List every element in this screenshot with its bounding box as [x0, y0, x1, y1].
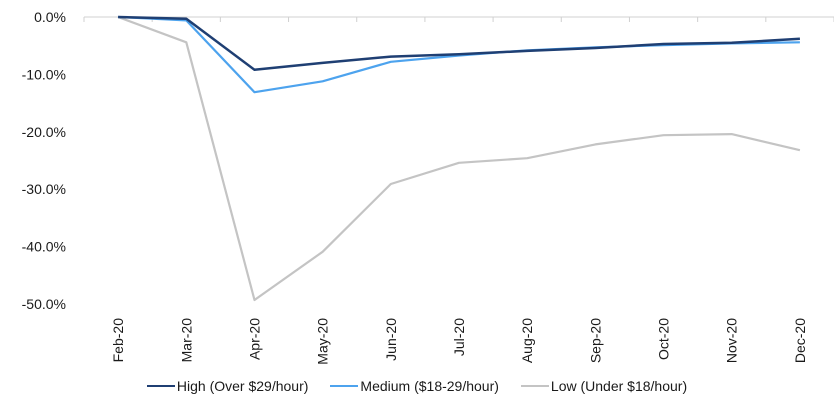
- x-tick-label: Aug-20: [519, 318, 535, 363]
- x-tick-label: Apr-20: [246, 318, 262, 360]
- x-tick-label: Dec-20: [792, 318, 808, 363]
- legend-item-high: High (Over $29/hour): [147, 378, 309, 394]
- x-tick-label: Oct-20: [656, 318, 672, 360]
- y-tick-label: -50.0%: [22, 296, 66, 312]
- x-tick-label: Nov-20: [724, 318, 740, 363]
- legend-item-low: Low (Under $18/hour): [521, 378, 687, 394]
- legend-label-low: Low (Under $18/hour): [551, 378, 687, 394]
- legend-label-high: High (Over $29/hour): [177, 378, 309, 394]
- legend-item-medium: Medium ($18-29/hour): [330, 378, 499, 394]
- legend-label-medium: Medium ($18-29/hour): [360, 378, 499, 394]
- y-tick-label: 0.0%: [34, 9, 66, 25]
- y-tick-label: -30.0%: [22, 181, 66, 197]
- legend-swatch-high: [147, 385, 175, 387]
- x-tick-label: Mar-20: [178, 318, 194, 363]
- y-tick-label: -10.0%: [22, 66, 66, 82]
- legend-swatch-medium: [330, 385, 358, 387]
- series-line-high: [118, 17, 800, 70]
- x-tick-label: Jul-20: [451, 318, 467, 356]
- series-line-low: [118, 17, 800, 300]
- legend: High (Over $29/hour) Medium ($18-29/hour…: [0, 376, 834, 396]
- y-tick-label: -20.0%: [22, 124, 66, 140]
- x-tick-label: May-20: [315, 318, 331, 365]
- x-tick-label: Sep-20: [587, 318, 603, 363]
- legend-swatch-low: [521, 385, 549, 387]
- x-tick-label: Jun-20: [383, 318, 399, 361]
- x-tick-label: Feb-20: [110, 318, 126, 363]
- y-tick-label: -40.0%: [22, 239, 66, 255]
